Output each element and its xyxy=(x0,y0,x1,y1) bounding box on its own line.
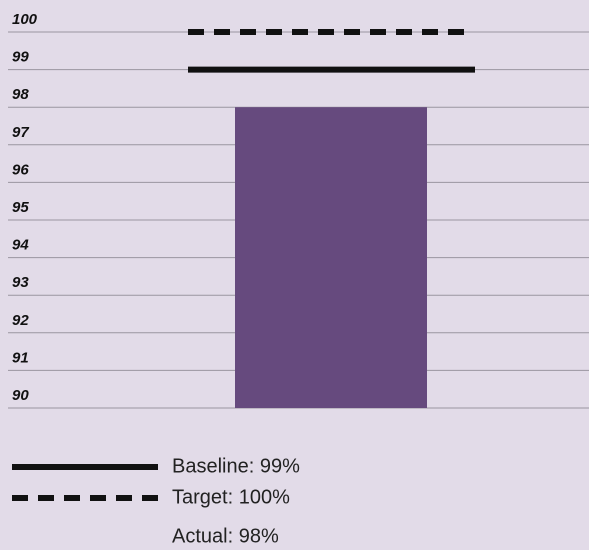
y-tick-label: 95 xyxy=(12,199,29,216)
y-tick-label: 94 xyxy=(12,237,29,254)
y-tick-label: 90 xyxy=(12,387,29,404)
y-tick-label: 99 xyxy=(12,49,29,66)
legend-label: Target: 100% xyxy=(172,486,290,508)
legend-label: Baseline: 99% xyxy=(172,455,300,477)
y-tick-label: 98 xyxy=(12,86,29,103)
y-tick-label: 93 xyxy=(12,274,29,291)
bar xyxy=(235,107,427,408)
y-tick-label: 91 xyxy=(12,349,29,366)
legend-label: Actual: 98% xyxy=(172,525,279,547)
y-tick-label: 97 xyxy=(12,124,29,141)
y-tick-label: 92 xyxy=(12,312,29,329)
y-tick-label: 100 xyxy=(12,11,38,28)
y-tick-label: 96 xyxy=(12,161,29,178)
